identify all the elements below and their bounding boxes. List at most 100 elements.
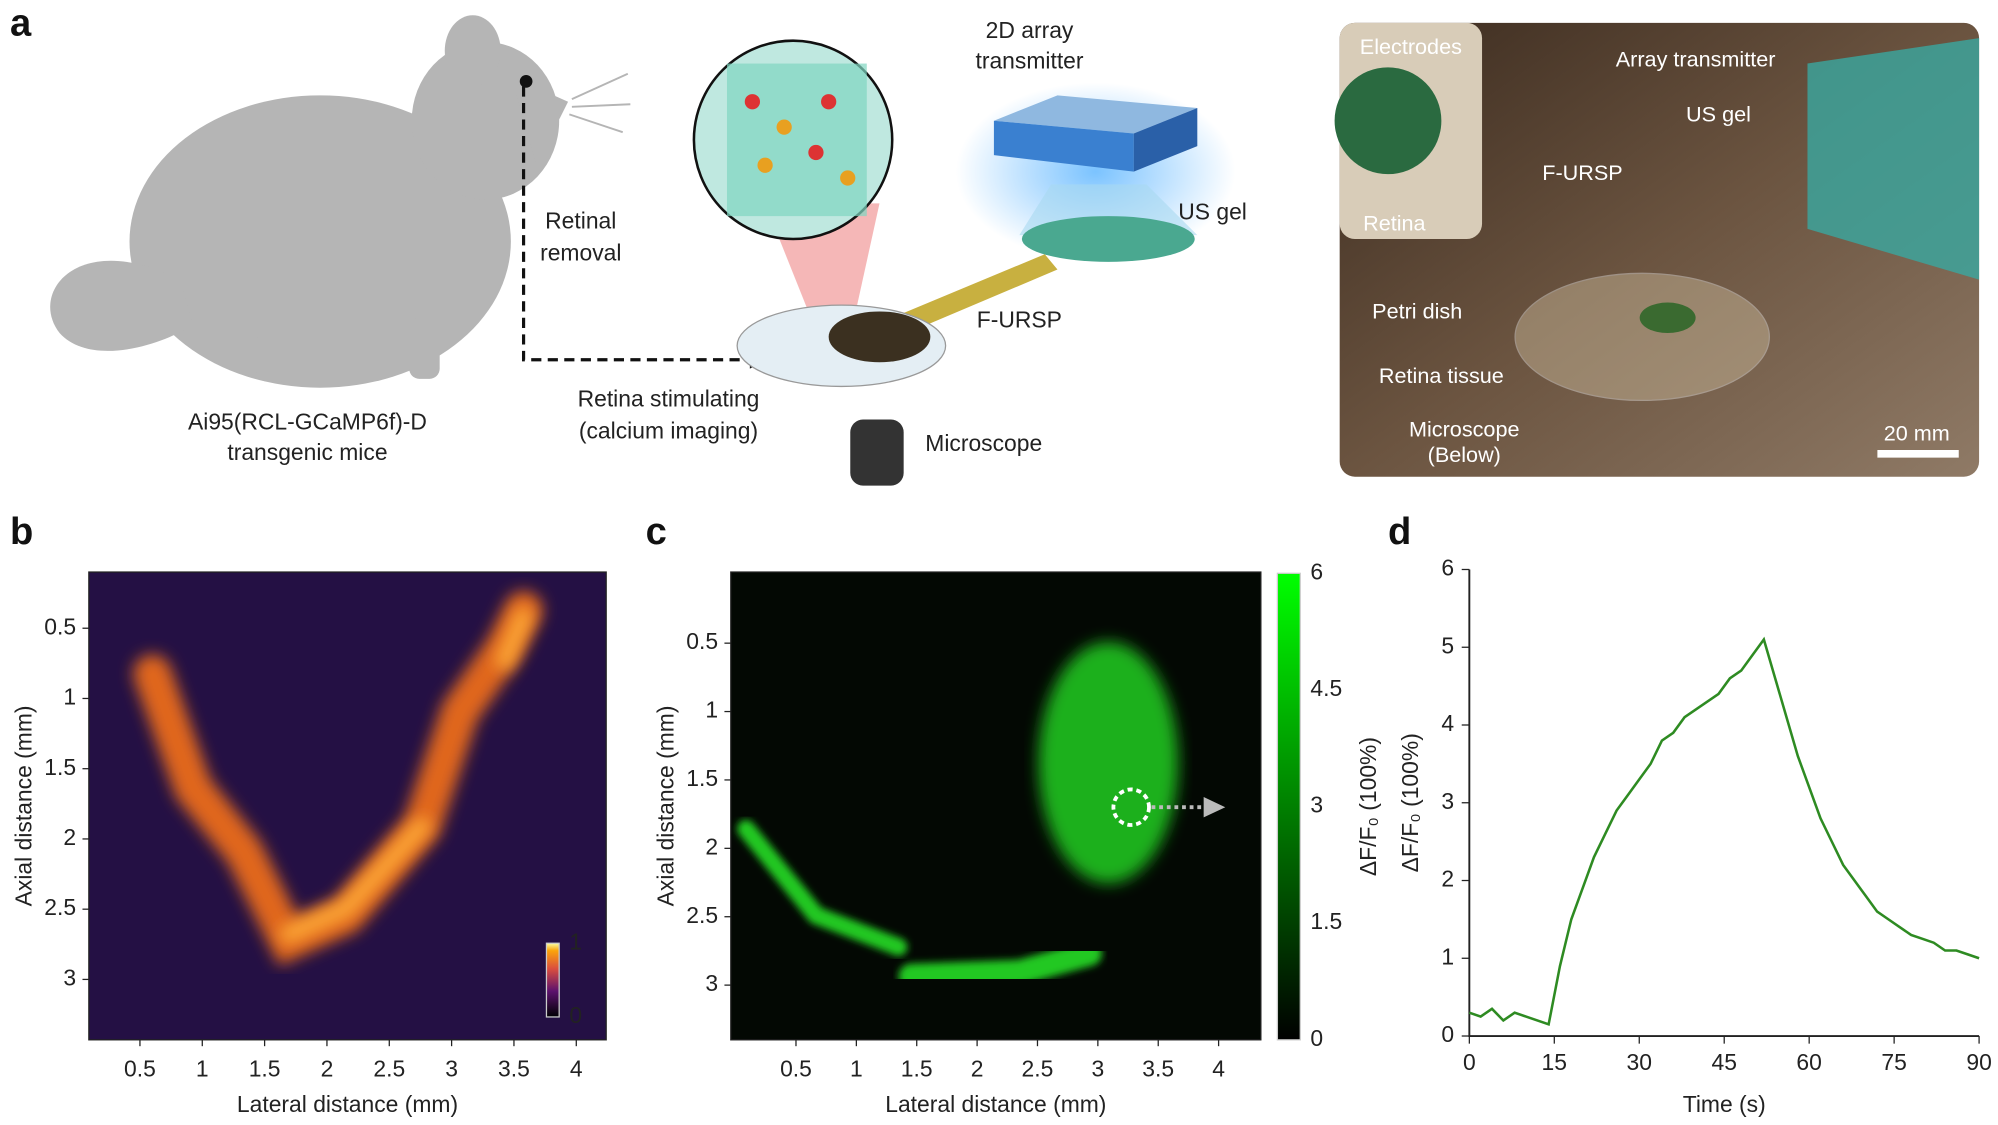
colorbar-tick-label: 0 xyxy=(569,1002,582,1028)
y-tick-label: 0.5 xyxy=(44,613,76,639)
label: (Below) xyxy=(1428,442,1501,467)
y-tick-label: 1 xyxy=(1441,943,1454,969)
plot-frame xyxy=(88,571,607,1041)
x-tick-label: 15 xyxy=(1542,1049,1567,1075)
y-axis-label: Axial distance (mm) xyxy=(652,706,678,907)
x-tick-label: 1 xyxy=(850,1055,863,1081)
colorbar xyxy=(545,942,560,1018)
y-tick-label: 1.5 xyxy=(686,765,718,791)
x-tick-label: 90 xyxy=(1966,1049,1991,1075)
y-tick-label: 2 xyxy=(1441,866,1454,892)
us-gel-pad xyxy=(1021,216,1195,262)
label: 20 mm xyxy=(1884,420,1950,445)
x-tick-label: 3.5 xyxy=(1142,1055,1174,1081)
x-axis-label: Lateral distance (mm) xyxy=(885,1091,1106,1117)
x-tick-label: 0.5 xyxy=(780,1055,812,1081)
colorbar-tick-label: 1.5 xyxy=(1310,908,1342,934)
y-tick-label: 0.5 xyxy=(686,628,718,654)
panel-label: c xyxy=(646,510,667,553)
plot-frame xyxy=(730,571,1262,1041)
x-tick-label: 0.5 xyxy=(124,1055,156,1081)
x-tick-label: 3 xyxy=(1091,1055,1104,1081)
x-tick-label: 1.5 xyxy=(249,1055,281,1081)
fluorescence-signal xyxy=(898,940,1102,989)
y-tick-label: 3 xyxy=(1441,788,1454,814)
x-tick-label: 2 xyxy=(321,1055,334,1081)
label: Array transmitter xyxy=(1616,47,1776,72)
x-axis-label: Lateral distance (mm) xyxy=(237,1091,458,1117)
photo-array xyxy=(1639,302,1696,334)
x-tick-label: 45 xyxy=(1711,1049,1736,1075)
inset-electrodes xyxy=(1334,67,1442,175)
label: US gel xyxy=(1178,199,1247,225)
photo-dish xyxy=(1514,272,1770,402)
y-tick-label: 5 xyxy=(1441,632,1454,658)
y-tick-label: 2.5 xyxy=(44,894,76,920)
x-tick-label: 2.5 xyxy=(373,1055,405,1081)
x-tick-label: 30 xyxy=(1627,1049,1652,1075)
y-tick-label: 1 xyxy=(705,697,718,723)
zoom-detail xyxy=(726,63,867,217)
label: 2D array xyxy=(986,17,1074,43)
x-tick-label: 1.5 xyxy=(901,1055,933,1081)
y-tick-label: 6 xyxy=(1441,555,1454,581)
label: Retina tissue xyxy=(1379,363,1504,388)
x-tick-label: 75 xyxy=(1881,1049,1906,1075)
fluorescence-signal xyxy=(1038,641,1179,884)
x-tick-label: 3 xyxy=(445,1055,458,1081)
label: Retina xyxy=(1363,211,1426,236)
x-tick-label: 60 xyxy=(1796,1049,1821,1075)
label: Microscope xyxy=(1409,417,1519,442)
colorbar-tick-label: 1 xyxy=(569,928,582,954)
colorbar-label: ΔF/F₀ (100%) xyxy=(1355,737,1381,876)
roi-circle xyxy=(1111,787,1151,827)
x-axis-label: Time (s) xyxy=(1683,1091,1766,1117)
label: US gel xyxy=(1686,101,1751,126)
colorbar-tick-label: 6 xyxy=(1310,558,1323,584)
array-front xyxy=(993,120,1134,172)
electrode-array xyxy=(828,311,931,363)
y-tick-label: 2 xyxy=(63,824,76,850)
label: Petri dish xyxy=(1372,298,1462,323)
panel-label: d xyxy=(1388,510,1411,553)
flex-cable xyxy=(892,254,1058,334)
photo-gel xyxy=(1807,38,1980,280)
y-tick-label: 1.5 xyxy=(44,754,76,780)
x-tick-label: 1 xyxy=(196,1055,209,1081)
removal-arrow xyxy=(521,86,753,362)
x-tick-label: 4 xyxy=(570,1055,583,1081)
data-line xyxy=(1468,636,1980,1027)
y-tick-label: 3 xyxy=(705,970,718,996)
y-tick-label: 1 xyxy=(63,684,76,710)
label: F-URSP xyxy=(1542,160,1622,185)
label: Retinal xyxy=(545,208,616,234)
y-tick-label: 0 xyxy=(1441,1021,1454,1047)
mouse-illustration xyxy=(50,15,631,388)
mouse-eye xyxy=(519,75,533,88)
y-tick-label: 3 xyxy=(63,964,76,990)
axes xyxy=(1468,569,1980,1037)
colorbar-tick-label: 3 xyxy=(1310,792,1323,818)
label: Retina stimulating xyxy=(578,385,760,411)
fluorescence-signal xyxy=(737,819,908,956)
panel-label: a xyxy=(10,2,32,45)
array-top xyxy=(993,95,1198,134)
colorbar xyxy=(1276,572,1301,1041)
label: Electrodes xyxy=(1360,34,1462,59)
y-tick-label: 2 xyxy=(705,833,718,859)
panel-label: b xyxy=(10,510,33,553)
heatmap-signal xyxy=(279,607,533,944)
x-tick-label: 0 xyxy=(1463,1049,1476,1075)
roi-arrow-head xyxy=(1203,797,1226,818)
y-axis-label: ΔF/F₀ (100%) xyxy=(1397,733,1423,872)
label: Microscope xyxy=(925,430,1042,456)
x-tick-label: 2 xyxy=(971,1055,984,1081)
y-tick-label: 4 xyxy=(1441,710,1454,736)
label: transgenic mice xyxy=(227,439,387,465)
microscope-icon xyxy=(850,419,904,486)
colorbar-tick-label: 0 xyxy=(1310,1025,1323,1051)
colorbar-tick-label: 4.5 xyxy=(1310,675,1342,701)
x-tick-label: 4 xyxy=(1212,1055,1225,1081)
y-axis-label: Axial distance (mm) xyxy=(10,706,36,907)
